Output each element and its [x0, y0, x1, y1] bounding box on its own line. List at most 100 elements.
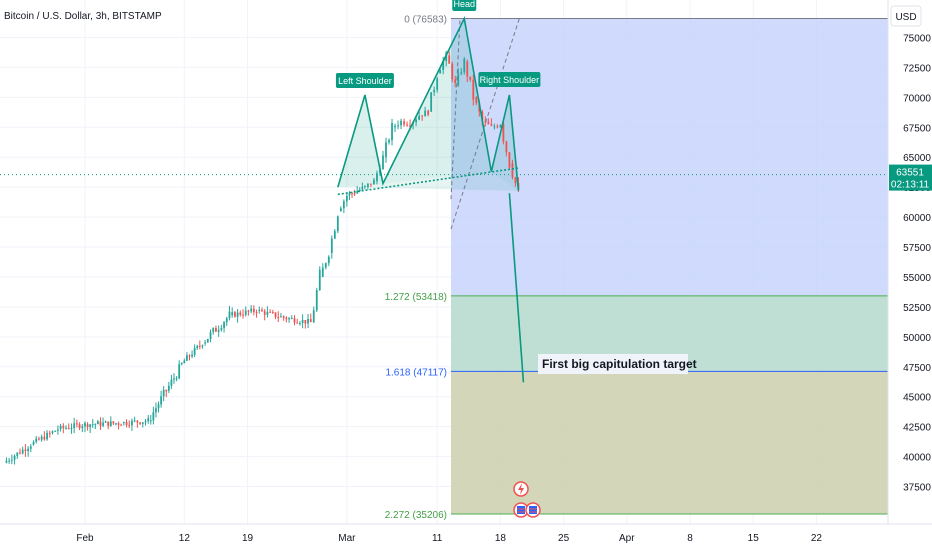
svg-text:Right Shoulder: Right Shoulder	[480, 75, 540, 85]
candle-body	[312, 310, 315, 323]
candle-body	[198, 345, 201, 347]
candle-body	[293, 318, 296, 323]
price-tick: 47500	[903, 363, 931, 374]
candle-body	[299, 323, 301, 325]
candle-body	[348, 193, 351, 196]
candle-body	[454, 79, 457, 83]
candle-body	[46, 432, 48, 440]
candle-body	[475, 97, 478, 104]
candle-body	[406, 124, 408, 126]
fib-trend-line	[450, 18, 461, 200]
candle-body	[333, 231, 336, 239]
symbol-title: Bitcoin / U.S. Dollar, 3h, BITSTAMP	[4, 11, 162, 22]
candle-body	[32, 442, 35, 445]
candle-body	[327, 256, 330, 264]
candle-body	[388, 140, 390, 143]
candle-body	[409, 125, 411, 127]
time-tick: 19	[242, 533, 254, 544]
price-tick: 75000	[903, 34, 931, 45]
candle-body	[27, 448, 30, 452]
price-axis[interactable]	[888, 0, 932, 524]
candle-body	[89, 424, 92, 428]
candle-body	[5, 460, 8, 463]
fibonacci-extension[interactable]	[450, 16, 888, 515]
candle-body	[206, 338, 209, 343]
candle-body	[403, 121, 405, 125]
candle-body	[436, 78, 439, 90]
candle-body	[484, 121, 487, 123]
candle-body	[38, 438, 40, 440]
pattern-line	[337, 16, 520, 191]
candle-body	[40, 436, 43, 440]
candle-body	[373, 179, 375, 185]
candle-body	[511, 163, 514, 178]
candle-body	[499, 125, 502, 128]
candle-body	[215, 327, 217, 332]
candle-body	[67, 427, 70, 429]
candle-body	[271, 311, 274, 313]
candle-body	[107, 421, 110, 426]
candle-body	[120, 424, 123, 426]
candle-body	[318, 269, 321, 291]
candle-body	[505, 141, 508, 153]
candle-body	[415, 119, 417, 123]
candle-body	[220, 328, 223, 330]
candle-body	[285, 317, 288, 320]
candle-body	[427, 110, 430, 115]
candle-body	[167, 385, 170, 391]
candle-body	[508, 152, 511, 168]
candle-body	[65, 427, 67, 429]
candle-body	[236, 312, 239, 317]
candle-body	[514, 177, 517, 184]
candle-body	[157, 404, 160, 409]
neckline	[337, 167, 519, 196]
time-tick: Apr	[619, 533, 635, 544]
candle-body	[463, 58, 466, 73]
capitulation-note[interactable]: First big capitulation target	[538, 354, 697, 374]
candle-body	[86, 424, 89, 428]
candle-body	[29, 446, 32, 449]
candle-body	[457, 73, 460, 86]
candle-body	[487, 121, 490, 125]
right-shoulder-label[interactable]: Right Shoulder	[478, 72, 541, 87]
candle-body	[307, 319, 309, 324]
us-flag-icon	[529, 506, 537, 514]
time-axis[interactable]	[0, 524, 932, 550]
candle-body	[321, 267, 324, 277]
head-label[interactable]: Head	[452, 0, 477, 11]
candle-body	[397, 125, 399, 127]
candle-body	[16, 452, 19, 456]
candle-body	[439, 69, 442, 74]
candle-body	[266, 311, 269, 315]
time-axis-ticks: Feb 12 19 Mar 11 18 25 Apr 8 15 22	[76, 533, 822, 544]
time-tick: Feb	[76, 533, 94, 544]
candle-body	[394, 125, 396, 128]
price-tick: 67500	[903, 123, 931, 134]
candle-body	[117, 423, 120, 425]
candle-body	[131, 420, 133, 426]
time-tick: 15	[748, 533, 760, 544]
candle-body	[188, 355, 191, 357]
candle-body	[212, 327, 215, 333]
candle-body	[250, 308, 253, 312]
fib-zone-blue	[451, 18, 888, 296]
price-tick: 65000	[903, 153, 931, 164]
price-tick: 57500	[903, 243, 931, 254]
candle-body	[288, 318, 290, 320]
candle-body	[57, 429, 59, 431]
candle-body	[48, 432, 51, 434]
currency-button[interactable]: USD	[890, 5, 922, 27]
candle-body	[228, 311, 231, 319]
candle-body	[223, 322, 225, 329]
candle-body	[170, 379, 173, 386]
price-tick: 42500	[903, 423, 931, 434]
left-shoulder-label[interactable]: Left Shoulder	[335, 73, 394, 88]
candle-body	[62, 425, 65, 429]
candle-body	[430, 92, 433, 112]
candle-body	[466, 61, 469, 77]
candle-body	[460, 72, 463, 74]
candle-body	[43, 436, 46, 440]
candle-body	[496, 126, 499, 128]
candle-body	[472, 79, 475, 100]
